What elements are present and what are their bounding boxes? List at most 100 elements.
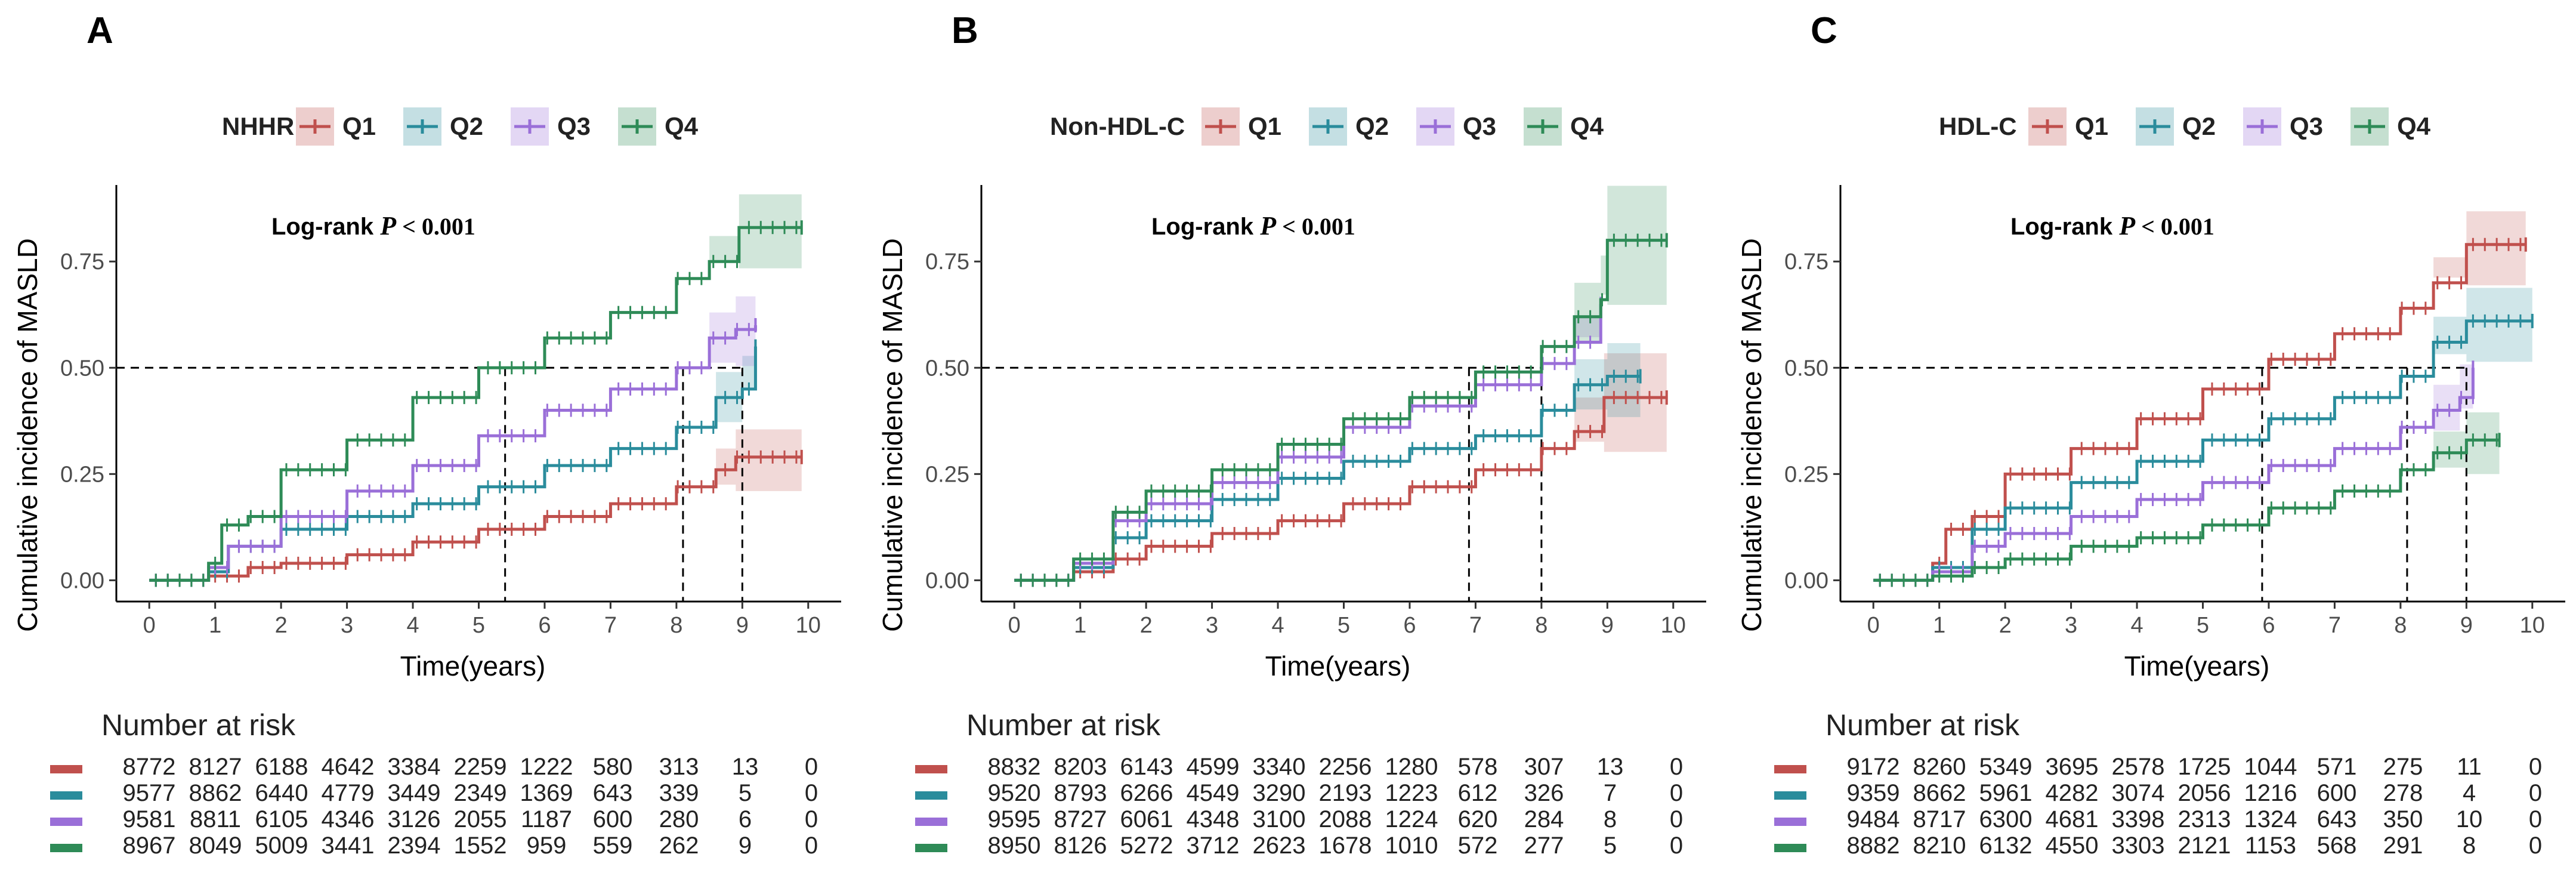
risk-value: 8950 xyxy=(988,832,1041,859)
y-tick-label: 0.75 xyxy=(60,249,104,275)
risk-value: 278 xyxy=(2383,780,2423,806)
risk-value: 959 xyxy=(527,832,567,859)
x-tick-label: 9 xyxy=(736,613,749,638)
x-tick-label: 0 xyxy=(143,613,156,638)
curve-Q2 xyxy=(1873,319,2532,582)
risk-value: 2055 xyxy=(454,806,507,832)
legend-label-Q4: Q4 xyxy=(1570,112,1604,140)
risk-value: 8210 xyxy=(1913,832,1966,859)
risk-row-key-Q4 xyxy=(1774,844,1806,852)
risk-value: 9359 xyxy=(1847,780,1900,806)
x-tick-label: 8 xyxy=(1535,613,1548,638)
risk-value: 9595 xyxy=(988,806,1041,832)
risk-row-key-Q1 xyxy=(915,765,947,773)
ci-band-Q3 xyxy=(1574,270,1601,368)
risk-value: 9484 xyxy=(1847,806,1900,832)
risk-value: 8 xyxy=(1604,806,1617,832)
risk-value: 9172 xyxy=(1847,754,1900,780)
y-tick-label: 0.00 xyxy=(60,568,104,593)
risk-value: 1369 xyxy=(520,780,573,806)
risk-value: 9577 xyxy=(123,780,176,806)
risk-table: Number at risk 8772 8127 6188 4642 3384 2259 12… xyxy=(50,708,818,859)
x-tick-label: 1 xyxy=(1074,613,1086,638)
x-tick-label: 3 xyxy=(1206,613,1218,638)
risk-value: 8662 xyxy=(1913,780,1966,806)
risk-value: 8 xyxy=(2463,832,2476,859)
risk-value: 6061 xyxy=(1120,806,1173,832)
x-tick-label: 6 xyxy=(538,613,551,638)
risk-value: 13 xyxy=(1597,754,1624,780)
x-tick-label: 3 xyxy=(341,613,353,638)
risk-table-title: Number at risk xyxy=(1826,708,2020,742)
risk-value: 8127 xyxy=(189,754,242,780)
risk-value: 5961 xyxy=(1979,780,2033,806)
risk-value: 1044 xyxy=(2244,754,2297,780)
risk-value: 2056 xyxy=(2178,780,2231,806)
x-tick-label: 7 xyxy=(2328,613,2341,638)
x-tick-label: 2 xyxy=(1999,613,2012,638)
x-tick-label: 9 xyxy=(1601,613,1614,638)
risk-value: 4348 xyxy=(1187,806,1240,832)
median-lines xyxy=(116,366,743,602)
risk-value: 620 xyxy=(1458,806,1498,832)
y-axis-title: Cumulative incidence of MASLD xyxy=(877,238,908,632)
y-tick-label: 0.75 xyxy=(1784,249,1828,275)
panel-letter: B xyxy=(952,10,978,51)
censor-marks-Q3 xyxy=(155,318,757,587)
censor-marks-Q3 xyxy=(1879,360,2475,587)
risk-value: 291 xyxy=(2383,832,2423,859)
curves xyxy=(1014,233,1668,587)
risk-value: 4549 xyxy=(1187,780,1240,806)
risk-value: 13 xyxy=(732,754,759,780)
censor-marks-Q2 xyxy=(155,339,757,587)
risk-value: 8967 xyxy=(123,832,176,859)
panel-C: C HDL-C Q1 Q2 Q3 Q4 0 1 2 3 4 5 6 7 8 9 10 0.00 0.25 0.50 0.… xyxy=(1736,10,2565,859)
x-tick-label: 10 xyxy=(2520,613,2545,638)
risk-value: 8811 xyxy=(190,806,241,832)
risk-value: 2088 xyxy=(1319,806,1372,832)
risk-value: 1223 xyxy=(1385,780,1438,806)
ci-band-Q3 xyxy=(2433,326,2473,436)
ci-band-Q4 xyxy=(709,186,802,287)
risk-value: 4 xyxy=(2463,780,2476,806)
risk-value: 8049 xyxy=(189,832,242,859)
risk-value: 8727 xyxy=(1054,806,1107,832)
ci-band-Q1 xyxy=(2433,203,2526,309)
x-tick-label: 6 xyxy=(1403,613,1416,638)
risk-value: 1187 xyxy=(521,806,572,832)
risk-row-key-Q1 xyxy=(50,765,82,773)
risk-value: 3441 xyxy=(322,832,375,859)
risk-value: 1725 xyxy=(2178,754,2231,780)
risk-value: 2623 xyxy=(1253,832,1306,859)
panel-letter: A xyxy=(87,10,113,51)
censor-marks-Q4 xyxy=(1020,233,1668,587)
axes: 0 1 2 3 4 5 6 7 8 9 10 0.00 0.25 0.50 0.75 Time(years) C… xyxy=(877,185,1706,682)
risk-value: 4282 xyxy=(2046,780,2099,806)
x-tick-label: 9 xyxy=(2460,613,2473,638)
risk-row-key-Q1 xyxy=(1774,765,1806,773)
legend-label-Q2: Q2 xyxy=(1355,112,1389,140)
legend-label-Q2: Q2 xyxy=(450,112,483,140)
risk-value: 0 xyxy=(805,832,818,859)
risk-value: 1552 xyxy=(454,832,507,859)
ci-bands xyxy=(1574,175,1667,466)
risk-value: 0 xyxy=(805,754,818,780)
x-tick-label: 0 xyxy=(1867,613,1880,638)
risk-value: 2349 xyxy=(454,780,507,806)
risk-value: 5 xyxy=(739,780,752,806)
risk-value: 9520 xyxy=(988,780,1041,806)
risk-value: 1324 xyxy=(2244,806,2297,832)
risk-value: 3303 xyxy=(2112,832,2165,859)
y-tick-label: 0.25 xyxy=(60,462,104,487)
legend-title: HDL-C xyxy=(1939,112,2017,140)
risk-value: 600 xyxy=(2317,780,2357,806)
x-tick-label: 4 xyxy=(406,613,419,638)
logrank-annotation: Log-rank P < 0.001 xyxy=(271,211,475,240)
curves xyxy=(1873,237,2534,587)
logrank-p: P xyxy=(379,211,397,240)
risk-value: 8793 xyxy=(1054,780,1107,806)
risk-value: 284 xyxy=(1524,806,1564,832)
risk-value: 6105 xyxy=(255,806,308,832)
risk-value: 2313 xyxy=(2178,806,2231,832)
